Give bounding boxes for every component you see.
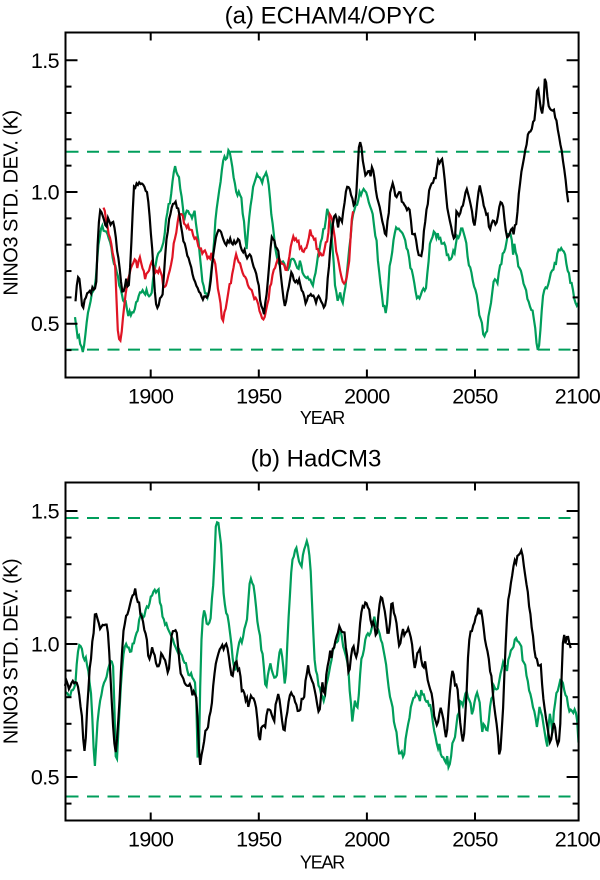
svg-text:2000: 2000 bbox=[344, 828, 390, 852]
svg-text:NINO3 STD. DEV. (K): NINO3 STD. DEV. (K) bbox=[1, 110, 23, 295]
svg-text:2100: 2100 bbox=[555, 828, 600, 852]
svg-text:YEAR: YEAR bbox=[300, 853, 345, 873]
svg-text:(b) HadCM3: (b) HadCM3 bbox=[251, 446, 382, 473]
svg-text:0.5: 0.5 bbox=[31, 312, 60, 336]
svg-text:1.5: 1.5 bbox=[31, 500, 60, 524]
svg-text:2100: 2100 bbox=[555, 385, 600, 409]
svg-text:2050: 2050 bbox=[452, 385, 498, 409]
svg-text:1900: 1900 bbox=[128, 828, 174, 852]
svg-text:NINO3 STD. DEV. (K): NINO3 STD. DEV. (K) bbox=[1, 559, 23, 744]
svg-text:YEAR: YEAR bbox=[300, 408, 345, 428]
svg-text:2000: 2000 bbox=[344, 385, 390, 409]
svg-text:0.5: 0.5 bbox=[31, 766, 60, 790]
svg-text:1950: 1950 bbox=[236, 385, 282, 409]
svg-text:1.0: 1.0 bbox=[31, 181, 60, 205]
svg-text:1950: 1950 bbox=[236, 828, 282, 852]
svg-text:2050: 2050 bbox=[452, 828, 498, 852]
svg-text:1900: 1900 bbox=[128, 385, 174, 409]
svg-text:1.5: 1.5 bbox=[31, 49, 60, 73]
svg-text:(a) ECHAM4/OPYC: (a) ECHAM4/OPYC bbox=[225, 3, 436, 30]
svg-text:1.0: 1.0 bbox=[31, 633, 60, 657]
